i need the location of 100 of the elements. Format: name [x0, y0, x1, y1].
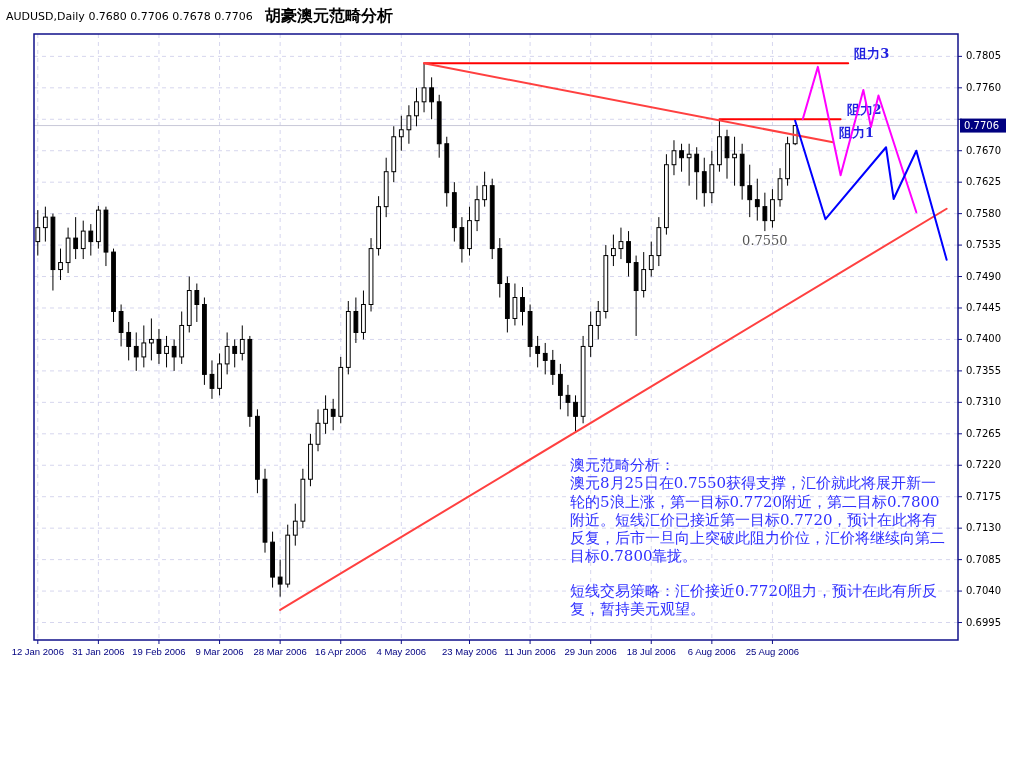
candlestick [520, 286, 525, 326]
candlestick [42, 206, 48, 243]
annotation: 0.7550 [742, 233, 788, 249]
candlestick [762, 192, 768, 232]
candlestick [754, 178, 760, 222]
y-tick-label: 0.7175 [966, 490, 1001, 502]
x-tick-label: 19 Feb 2006 [132, 646, 186, 657]
y-tick-label: 0.7760 [966, 81, 1001, 93]
y-tick-label: 0.6995 [966, 616, 1001, 628]
candlestick [588, 310, 594, 358]
candlestick [35, 209, 41, 257]
candlestick [459, 216, 465, 264]
y-tick-label: 0.7580 [966, 207, 1001, 219]
candlestick [209, 359, 215, 400]
candlestick [618, 227, 624, 260]
candlestick [232, 338, 238, 368]
annotation: 澳元范畸分析： [570, 456, 676, 475]
x-tick-label: 9 Mar 2006 [195, 646, 244, 657]
y-tick-label: 0.7625 [966, 176, 1001, 188]
y-tick-label: 0.7400 [966, 333, 1001, 345]
candlestick [626, 230, 631, 278]
y-tick-label: 0.7220 [966, 459, 1001, 471]
candlestick [133, 331, 139, 372]
candlestick [414, 87, 419, 127]
candlestick [611, 234, 616, 267]
candlestick [648, 241, 654, 278]
candlestick [550, 349, 556, 386]
y-tick-label: 0.7670 [966, 144, 1001, 156]
candlestick [429, 76, 435, 120]
y-tick-label: 0.7355 [966, 364, 1001, 376]
candlestick [542, 342, 548, 375]
candlestick [573, 394, 578, 433]
annotation: 澳元8月25日在0.7550获得支撑，汇价就此将展开新一轮的5浪上涨，第一目标0.7720附近，第二目标0.7800附近。短线汇价已接近第一目标0.7720，预计在此将有反复，后市一旦向上突破此阻力价位，汇价将继续向第二目标0.7800靠拢。 [570, 474, 946, 566]
y-tick-label: 0.7535 [966, 239, 1001, 251]
candlestick [671, 139, 677, 176]
candlestick [406, 104, 412, 145]
x-tick-label: 4 May 2006 [376, 646, 427, 657]
candlestick [156, 328, 162, 365]
candlestick [398, 115, 404, 152]
x-tick-label: 28 Mar 2006 [253, 646, 307, 657]
candlestick [421, 62, 427, 113]
candlestick [747, 164, 753, 218]
chart-subtitle: AUDUSD,Daily 0.7680 0.7706 0.7678 0.7706 [6, 10, 253, 23]
candlestick [732, 136, 737, 187]
series-label: 阻力3 [854, 45, 890, 61]
y-tick-label: 0.7130 [966, 522, 1001, 534]
candlestick [323, 394, 328, 435]
candlestick [595, 300, 601, 340]
x-tick-label: 16 Apr 2006 [315, 646, 367, 657]
candlestick [770, 188, 775, 229]
x-tick-label: 18 Jul 2006 [626, 646, 676, 657]
candlestick [126, 321, 132, 361]
y-tick-label: 0.7445 [966, 301, 1001, 313]
x-tick-label: 25 Aug 2006 [745, 646, 800, 657]
line-series [794, 119, 948, 261]
x-tick-label: 11 Jun 2006 [504, 646, 556, 657]
candlestick [353, 297, 359, 344]
y-tick-label: 0.7085 [966, 553, 1001, 565]
candlestick [557, 363, 563, 410]
y-tick-label: 0.7040 [966, 585, 1001, 597]
candlestick [292, 503, 298, 547]
candlestick [164, 335, 169, 368]
candlestick [694, 146, 700, 201]
annotation: 短线交易策略：汇价接近0.7720阻力，预计在此有所反复，暂持美元观望。 [570, 581, 939, 619]
candlestick [679, 143, 684, 173]
candlestick [474, 185, 480, 232]
ref-line-label: 0.7706 [964, 119, 999, 131]
candlestick [239, 324, 245, 361]
chart-title: 胡豪澳元范畸分析 [263, 6, 393, 25]
candlestick [724, 129, 730, 180]
y-tick-label: 0.7265 [966, 427, 1001, 439]
x-tick-label: 6 Aug 2006 [687, 646, 736, 657]
candlestick [330, 398, 336, 431]
candlestick [701, 157, 707, 208]
line-series [801, 65, 918, 214]
candlestick [535, 335, 541, 368]
candlestick [224, 331, 230, 375]
candlestick [58, 248, 63, 281]
candlestick [73, 216, 79, 260]
y-tick-label: 0.7310 [966, 396, 1001, 408]
candlestick [641, 251, 647, 299]
candlestick [141, 324, 147, 368]
candlestick [482, 171, 488, 208]
candlestick [194, 283, 200, 323]
y-tick-label: 0.7490 [966, 270, 1001, 282]
candlestick [565, 384, 571, 417]
candlestick [512, 283, 518, 326]
x-tick-label: 12 Jan 2006 [11, 646, 64, 657]
candlestick [315, 408, 321, 452]
y-tick-label: 0.7805 [966, 50, 1001, 62]
x-tick-label: 29 Jun 2006 [564, 646, 617, 657]
x-tick-label: 31 Jan 2006 [72, 646, 125, 657]
candlestick [686, 143, 692, 187]
candlestick [118, 304, 124, 347]
candlestick [277, 559, 283, 598]
x-tick-label: 23 May 2006 [442, 646, 497, 657]
candlestick [88, 223, 94, 257]
candlestick [149, 317, 154, 361]
candlestick [80, 220, 86, 260]
candlestick [777, 167, 783, 208]
